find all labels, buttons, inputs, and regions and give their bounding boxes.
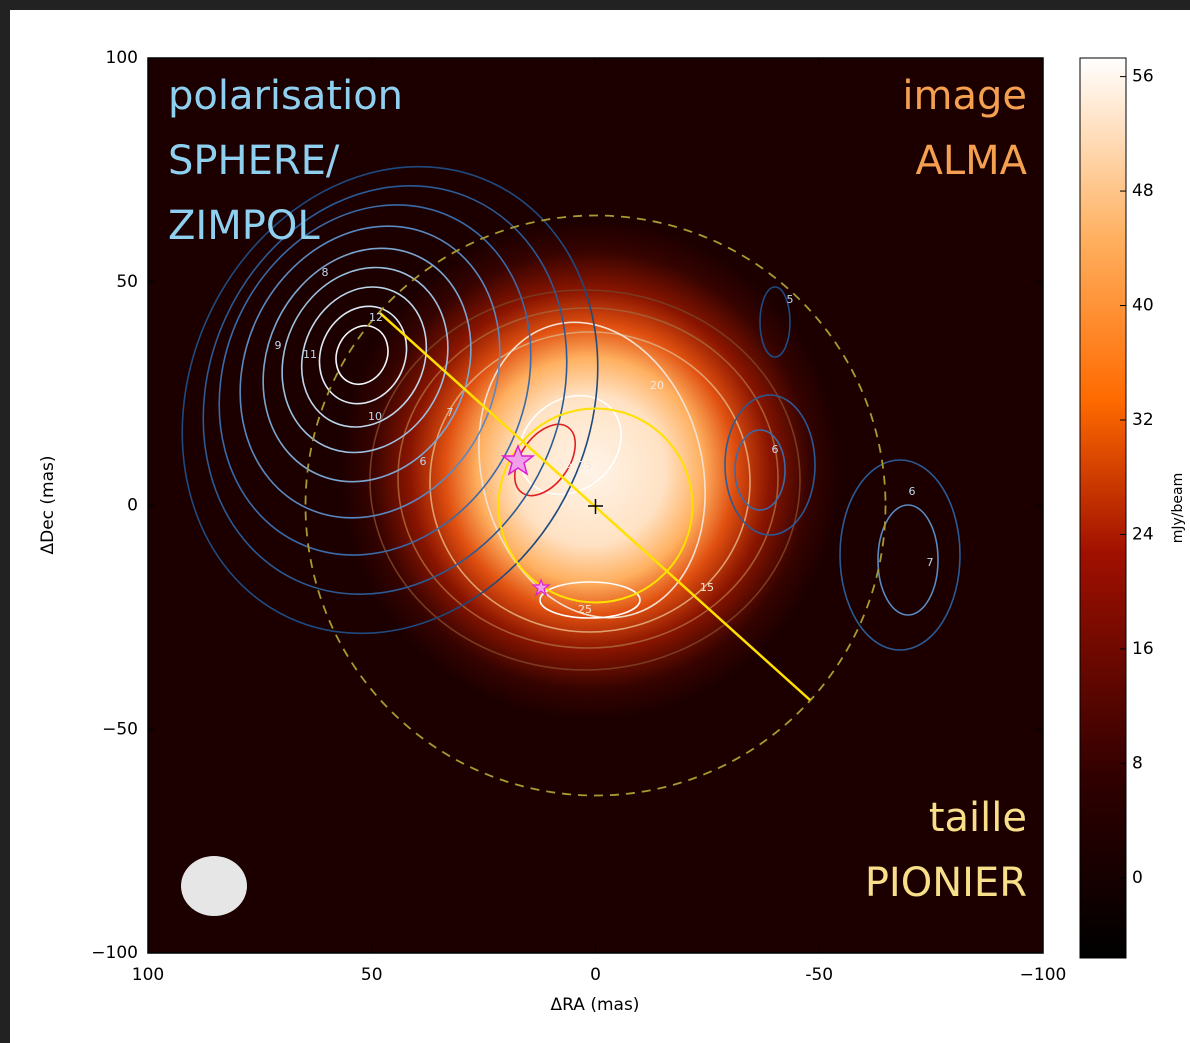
colorbar-tick-label: 0 [1132, 868, 1143, 888]
contour-label: 7 [927, 556, 934, 569]
x-tick-label: 100 [132, 965, 164, 985]
contour-label: 6 [909, 485, 916, 498]
colorbar-tick-label: 48 [1132, 181, 1154, 201]
beam [181, 856, 247, 916]
colorbar-tick-label: 40 [1132, 296, 1154, 316]
y-axis-label: ΔDec (mas) [38, 455, 58, 554]
y-tick-label: 0 [127, 496, 138, 516]
contour-label: 11 [303, 348, 317, 361]
colorbar-tick-label: 24 [1132, 524, 1154, 544]
annotation: SPHERE/ [168, 138, 340, 184]
contour-label: 7 [447, 406, 454, 419]
contour-label: 10 [368, 410, 382, 423]
contour-label: 25 [578, 603, 592, 616]
contour-label: 12 [369, 311, 383, 324]
y-tick-label: −100 [91, 943, 138, 963]
contour-label: 5 [787, 293, 794, 306]
annotation: taille [929, 795, 1027, 841]
colorbar-label: mJy/beam [1170, 473, 1186, 544]
contour-label: 25 [578, 459, 592, 472]
contour-label: 8 [322, 266, 329, 279]
x-tick-label: -50 [805, 965, 833, 985]
contour-label: 20 [650, 379, 664, 392]
contour-label: 55 [558, 458, 572, 471]
colorbar-tick-label: 16 [1132, 639, 1154, 659]
contour-label: 15 [700, 581, 714, 594]
colorbar [1080, 58, 1126, 958]
page: {"chart_data": { "type": "image", "x_lab… [0, 0, 1190, 1043]
annotation: polarisation [168, 73, 403, 119]
x-tick-label: 50 [361, 965, 383, 985]
image [107, 58, 1043, 953]
annotation: ALMA [915, 138, 1027, 184]
annotation: ZIMPOL [168, 203, 320, 249]
y-tick-label: −50 [102, 719, 138, 739]
x-tick-label: 0 [590, 965, 601, 985]
colorbar-tick-label: 32 [1132, 410, 1154, 430]
chart: ΔRA (mas) ΔDec (mas) mJy/beam 100500-50−… [0, 0, 1190, 1043]
contour-label: 6 [772, 443, 779, 456]
colorbar-tick-label: 56 [1132, 67, 1154, 87]
y-tick-label: 50 [116, 272, 138, 292]
colorbar-tick-label: 8 [1132, 753, 1143, 773]
annotation: image [902, 73, 1027, 119]
annotation: PIONIER [865, 860, 1027, 906]
x-tick-label: −100 [1020, 965, 1067, 985]
contour-label: 9 [275, 339, 282, 352]
x-axis-label: ΔRA (mas) [551, 995, 640, 1015]
contour-label: 6 [420, 455, 427, 468]
y-tick-label: 100 [106, 48, 138, 68]
